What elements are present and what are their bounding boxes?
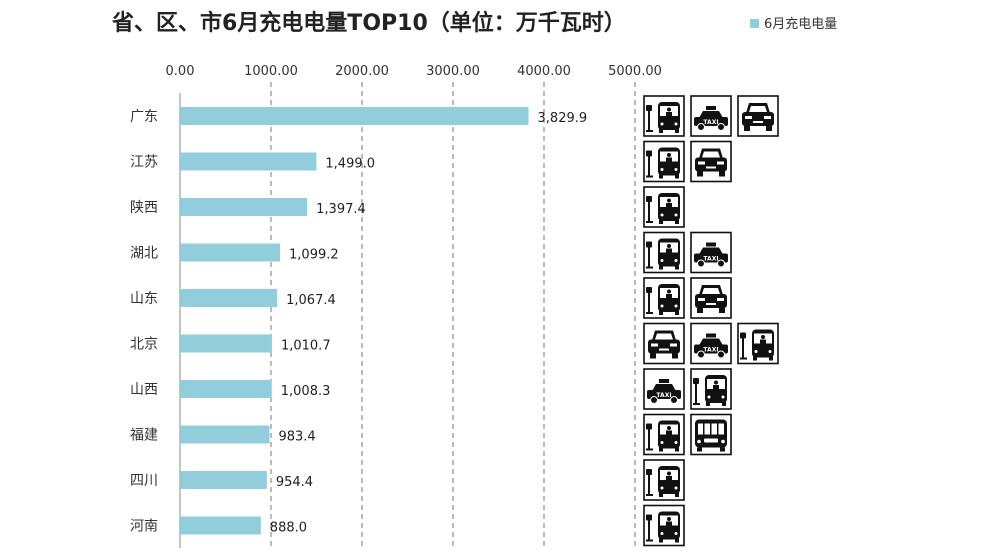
taxi-icon	[690, 231, 732, 274]
car-icon	[737, 95, 779, 137]
car-icon	[690, 140, 732, 183]
category-label: 广东	[130, 109, 158, 125]
x-tick-label: 4000.00	[517, 64, 571, 79]
bar	[180, 516, 261, 535]
category-label: 福建	[130, 428, 158, 444]
bus-icon	[643, 504, 685, 547]
bus-icon	[643, 459, 685, 501]
bar	[180, 334, 272, 353]
value-label: 1,010.7	[281, 339, 331, 354]
chart-title: 省、区、市6月充电电量TOP10（单位：万千瓦时）	[111, 10, 626, 36]
value-label: 3,829.9	[538, 111, 588, 126]
category-label: 北京	[130, 337, 158, 353]
category-label: 山西	[130, 382, 158, 398]
x-tick-label: 0.00	[166, 64, 195, 79]
bar	[180, 152, 317, 171]
bar	[180, 380, 272, 398]
value-label: 1,067.4	[286, 293, 336, 308]
bars	[180, 107, 529, 535]
taxi-icon	[690, 322, 732, 365]
category-label: 河南	[130, 519, 158, 535]
value-label: 1,397.4	[316, 202, 366, 217]
value-label: 1,099.2	[289, 248, 339, 263]
vehicle-icons	[643, 95, 779, 547]
category-label: 四川	[130, 473, 158, 489]
bus-icon	[643, 95, 685, 137]
bar	[180, 471, 267, 489]
taxi-icon	[690, 95, 732, 137]
x-tick-label: 5000.00	[608, 64, 662, 79]
value-label: 1,499.0	[325, 157, 375, 172]
category-label: 湖北	[130, 246, 158, 262]
category-label: 江苏	[130, 155, 158, 171]
bus-icon	[737, 322, 779, 365]
gridlines	[270, 82, 636, 548]
bus-icon	[643, 231, 685, 274]
bar	[180, 243, 281, 262]
bus-icon	[643, 413, 685, 456]
bar	[180, 425, 270, 444]
x-tick-label: 2000.00	[335, 64, 389, 79]
value-label: 1,008.3	[281, 384, 331, 399]
bus-icon	[643, 277, 685, 319]
taxi-icon	[643, 368, 685, 410]
x-tick-label: 1000.00	[244, 64, 298, 79]
category-label: 山东	[130, 291, 158, 307]
coach-icon	[690, 413, 732, 456]
bus-icon	[643, 140, 685, 183]
x-tick-label: 3000.00	[426, 64, 480, 79]
legend-label: 6月充电电量	[764, 16, 837, 32]
bus-icon	[643, 186, 685, 228]
x-axis: 0.00 1000.00 2000.00 3000.00 4000.00 5000.00	[166, 64, 662, 79]
bus-icon	[690, 368, 732, 410]
category-label: 陕西	[130, 200, 158, 216]
value-labels: 3,829.9 1,499.0 1,397.4 1,099.2 1,067.4 1,010…	[270, 111, 587, 536]
value-label: 888.0	[270, 521, 307, 536]
legend-swatch	[750, 19, 759, 28]
value-label: 983.4	[278, 430, 315, 445]
value-label: 954.4	[276, 475, 313, 490]
car-icon	[690, 277, 732, 319]
bar	[180, 289, 278, 307]
car-icon	[643, 322, 685, 365]
bar	[180, 107, 529, 125]
legend: 6月充电电量	[750, 16, 837, 32]
bar	[180, 198, 308, 216]
